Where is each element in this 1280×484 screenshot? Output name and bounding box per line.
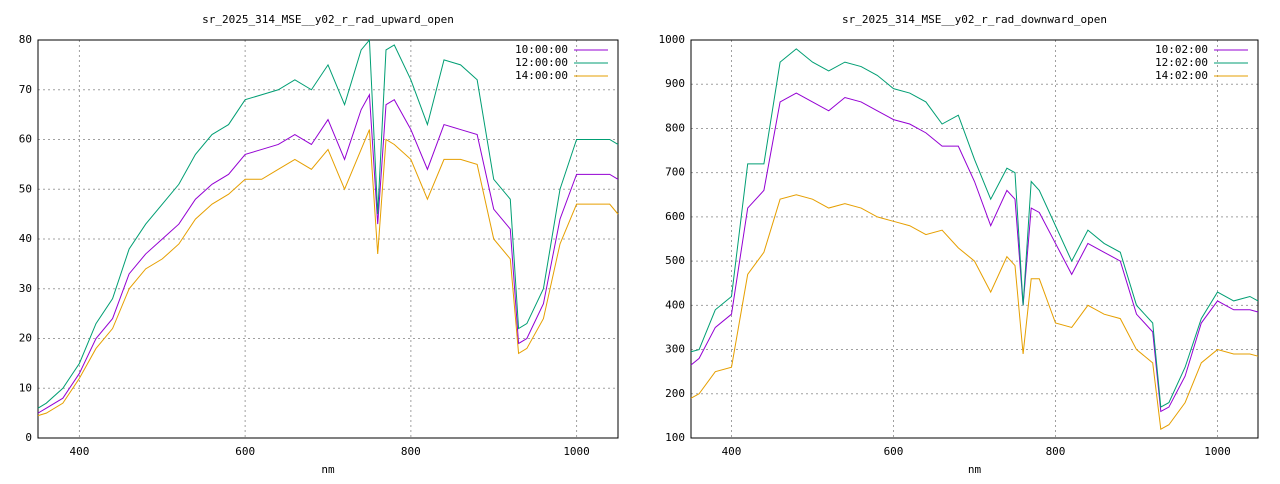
- y-tick-label: 400: [665, 298, 685, 311]
- y-tick-label: 30: [19, 282, 32, 295]
- legend-label: 10:00:00: [515, 43, 568, 56]
- y-tick-label: 50: [19, 182, 32, 195]
- x-tick-label: 1000: [1204, 445, 1231, 458]
- legend-label: 14:02:00: [1155, 69, 1208, 82]
- series-line: [37, 129, 619, 417]
- legend-label: 14:00:00: [515, 69, 568, 82]
- x-tick-label: 1000: [563, 445, 590, 458]
- x-tick-label: 800: [1046, 445, 1066, 458]
- y-tick-label: 600: [665, 210, 685, 223]
- x-tick-label: 600: [235, 445, 255, 458]
- series-line: [37, 92, 619, 414]
- y-tick-label: 800: [665, 121, 685, 134]
- x-tick-label: 800: [401, 445, 421, 458]
- x-tick-label: 400: [722, 445, 742, 458]
- plot-frame: [690, 39, 1259, 439]
- legend-label: 12:02:00: [1155, 56, 1208, 69]
- y-tick-label: 80: [19, 33, 32, 46]
- y-tick-label: 0: [25, 431, 32, 444]
- y-tick-label: 200: [665, 387, 685, 400]
- y-tick-label: 70: [19, 83, 32, 96]
- series-line: [690, 194, 1259, 430]
- y-tick-label: 700: [665, 166, 685, 179]
- y-tick-label: 100: [665, 431, 685, 444]
- chart-title: sr_2025_314_MSE__y02_r_rad_upward_open: [202, 13, 454, 26]
- x-tick-label: 400: [69, 445, 89, 458]
- y-tick-label: 60: [19, 133, 32, 146]
- series-line: [37, 38, 619, 409]
- y-tick-label: 10: [19, 381, 32, 394]
- y-tick-label: 20: [19, 332, 32, 345]
- y-tick-label: 40: [19, 232, 32, 245]
- chart-title: sr_2025_314_MSE__y02_r_rad_downward_open: [842, 13, 1107, 26]
- x-tick-label: 600: [884, 445, 904, 458]
- legend-label: 10:02:00: [1155, 43, 1208, 56]
- legend-label: 12:00:00: [515, 56, 568, 69]
- y-tick-label: 900: [665, 77, 685, 90]
- plot-frame: [37, 39, 619, 439]
- x-axis-label: nm: [968, 463, 982, 476]
- series-line: [690, 92, 1259, 413]
- x-axis-label: nm: [321, 463, 335, 476]
- y-tick-label: 300: [665, 343, 685, 356]
- y-tick-label: 1000: [659, 33, 686, 46]
- series-line: [690, 48, 1259, 408]
- y-tick-label: 500: [665, 254, 685, 267]
